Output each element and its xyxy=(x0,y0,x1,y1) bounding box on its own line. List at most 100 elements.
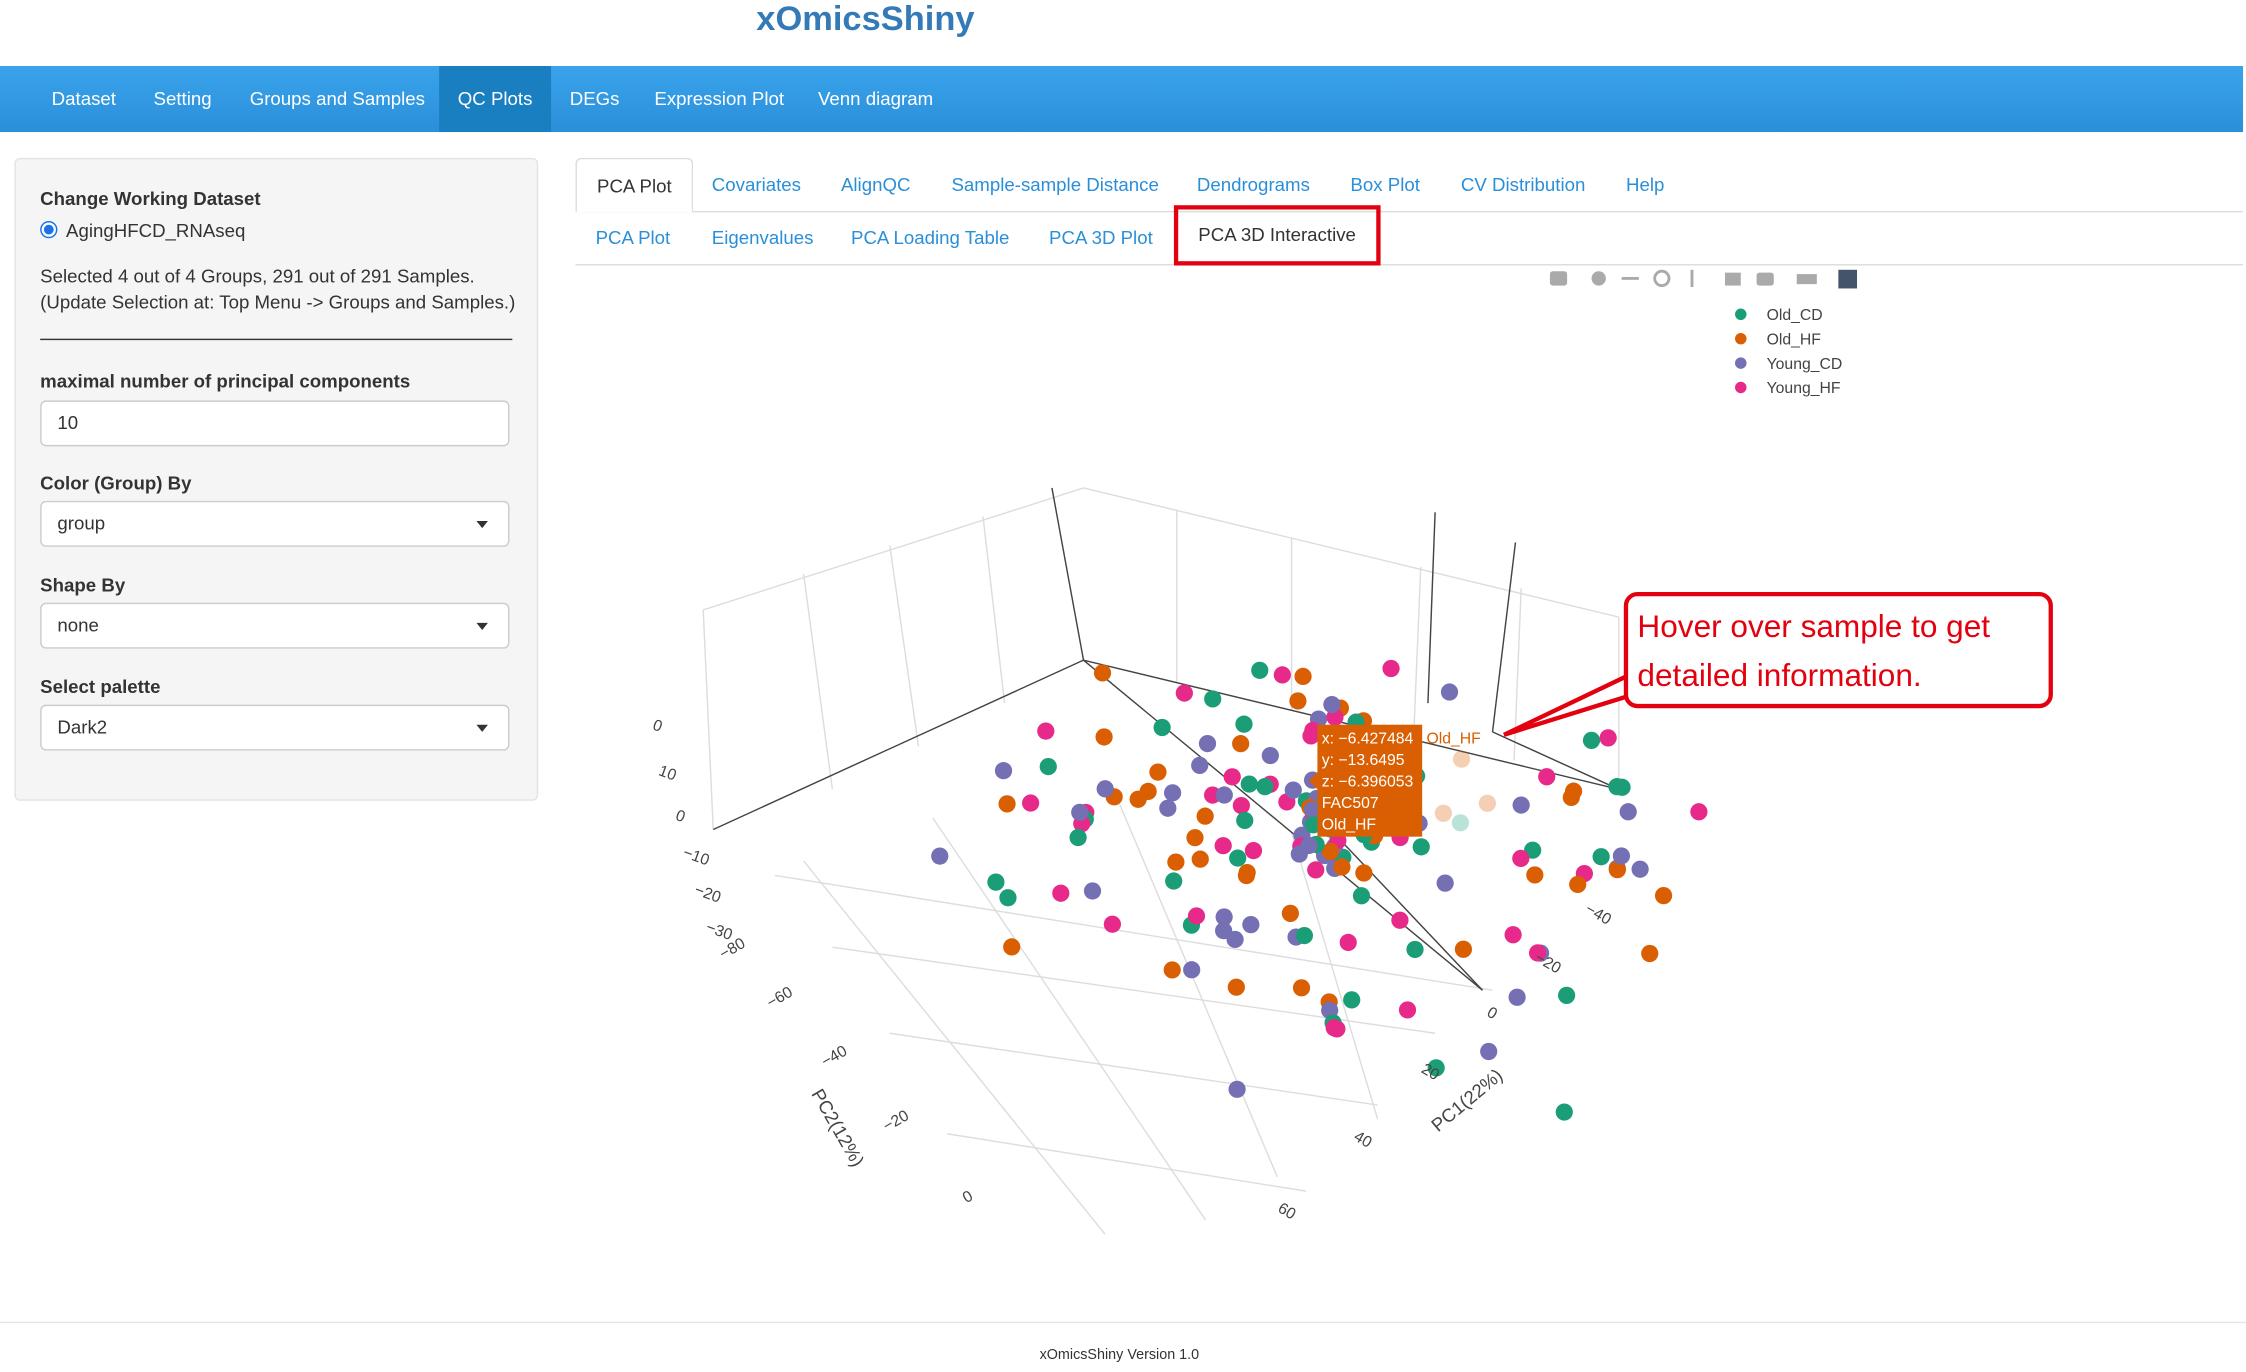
sample-point xyxy=(1307,861,1325,879)
sample-point xyxy=(1480,1042,1498,1061)
callout-text: detailed information. xyxy=(1637,657,1921,693)
sample-point xyxy=(1095,728,1113,746)
label: Color (Group) By xyxy=(40,472,192,494)
axis-tick-label: 10 xyxy=(656,763,679,785)
label: maximal number of principal components xyxy=(40,370,411,392)
modebar-button[interactable] xyxy=(1796,274,1817,285)
sample-point xyxy=(987,873,1005,891)
sample-point xyxy=(1631,860,1649,878)
tab[interactable]: Help xyxy=(1625,173,1665,196)
legend-marker xyxy=(1735,381,1747,394)
select[interactable]: Dark2 xyxy=(40,704,510,751)
sample-point xyxy=(1562,788,1580,807)
sample-point xyxy=(1451,814,1470,832)
sample-point xyxy=(1512,849,1530,868)
modebar-button[interactable] xyxy=(1549,271,1568,286)
tab[interactable]: Sample-sample Distance xyxy=(951,173,1159,196)
nav-item[interactable]: Venn diagram xyxy=(818,87,934,110)
sample-point xyxy=(1244,841,1263,860)
tab[interactable]: AlignQC xyxy=(840,173,911,196)
tooltip-line: Old_HF xyxy=(1322,816,1376,833)
tab-border xyxy=(575,210,2244,213)
sample-point xyxy=(1412,838,1430,856)
modebar-button[interactable] xyxy=(1838,269,1858,289)
sample-point xyxy=(1526,866,1544,884)
sample-point xyxy=(1300,836,1318,855)
tooltip-line: FAC507 xyxy=(1322,795,1379,812)
annotation: Hover over sample to get detailed inform… xyxy=(1503,591,2053,737)
tab[interactable]: Box Plot xyxy=(1350,173,1420,196)
tooltip: x: −6.427484 y: −13.6495 z: −6.396053 FAC50… xyxy=(1308,724,1481,837)
sample-point xyxy=(1139,782,1157,801)
sample-point xyxy=(1339,933,1357,952)
select-value: none xyxy=(57,614,99,636)
sample-point xyxy=(1196,807,1214,825)
sample-point xyxy=(1149,763,1167,781)
legend-label: Old_HF xyxy=(1767,331,1821,348)
footer-divider xyxy=(0,1321,2246,1324)
divider xyxy=(40,338,513,341)
sample-point xyxy=(1167,853,1185,871)
sample-point xyxy=(1261,746,1279,765)
sample-point xyxy=(1163,784,1182,802)
text-input[interactable]: 10 xyxy=(40,400,510,447)
legend-marker xyxy=(1735,308,1747,321)
axis-tick-label: −40 xyxy=(1582,901,1614,929)
nav-item[interactable]: QC Plots xyxy=(439,66,552,133)
nav-item[interactable]: Expression Plot xyxy=(654,87,785,110)
nav-item[interactable]: Setting xyxy=(153,87,212,110)
tab[interactable]: Covariates xyxy=(711,173,801,196)
sample-point xyxy=(1083,882,1102,900)
modebar-button[interactable] xyxy=(1690,269,1694,288)
sample-point xyxy=(1478,794,1497,812)
select[interactable]: group xyxy=(40,500,510,547)
sample-point xyxy=(1251,661,1269,679)
nav-item[interactable]: DEGs xyxy=(569,87,620,110)
legend-label: Young_HF xyxy=(1767,380,1841,397)
sample-point xyxy=(1528,944,1547,962)
subtab[interactable]: PCA Plot xyxy=(595,226,671,249)
modebar-button[interactable] xyxy=(1591,271,1606,286)
tooltip-box xyxy=(1317,724,1423,837)
modebar-button[interactable] xyxy=(1653,269,1671,288)
modebar-button[interactable] xyxy=(1621,276,1639,280)
axis-title: PC2(12%) xyxy=(807,1085,868,1170)
tooltip-line: y: −13.6495 xyxy=(1322,752,1405,769)
subtab[interactable]: PCA 3D Interactive xyxy=(1173,205,1381,266)
tab[interactable]: PCA Plot xyxy=(575,157,694,213)
sample-point xyxy=(1333,858,1351,876)
axis-tick-label: −10 xyxy=(681,844,712,869)
sample-point xyxy=(1256,778,1274,796)
modebar-button[interactable] xyxy=(1724,272,1741,286)
sample-point xyxy=(1508,988,1526,1006)
select[interactable]: none xyxy=(40,602,510,649)
modebar xyxy=(1549,269,1858,289)
sidebar: Change Working Dataset AgingHFCD_RNAseq … xyxy=(14,157,539,801)
nav-item[interactable]: Groups and Samples xyxy=(249,87,425,110)
axis-tick-label: −60 xyxy=(764,984,796,1012)
sample-point xyxy=(1228,1080,1246,1098)
sample-point xyxy=(1069,828,1087,847)
nav-item[interactable]: Dataset xyxy=(51,87,116,110)
sample-point xyxy=(1175,684,1193,702)
sample-point xyxy=(1039,757,1057,776)
sample-point xyxy=(1273,666,1291,684)
radio[interactable] xyxy=(40,221,58,239)
sample-point xyxy=(1227,978,1245,996)
subtab[interactable]: PCA 3D Plot xyxy=(1049,226,1153,249)
subtab[interactable]: PCA Loading Table xyxy=(851,226,1010,249)
sample-point xyxy=(1215,786,1233,804)
tab[interactable]: Dendrograms xyxy=(1196,173,1310,196)
sample-point xyxy=(1071,803,1089,821)
radio-label[interactable]: AgingHFCD_RNAseq xyxy=(66,219,246,242)
tab[interactable]: CV Distribution xyxy=(1460,173,1586,196)
modebar-button[interactable] xyxy=(1756,272,1774,286)
subtab[interactable]: Eigenvalues xyxy=(711,226,814,249)
sample-point xyxy=(1232,735,1250,753)
sample-point xyxy=(1096,780,1114,798)
select-value: group xyxy=(57,512,106,534)
legend-label: Young_CD xyxy=(1767,356,1843,373)
sample-point xyxy=(999,889,1017,907)
info: (Update Selection at: Top Menu -> Groups… xyxy=(40,291,516,313)
